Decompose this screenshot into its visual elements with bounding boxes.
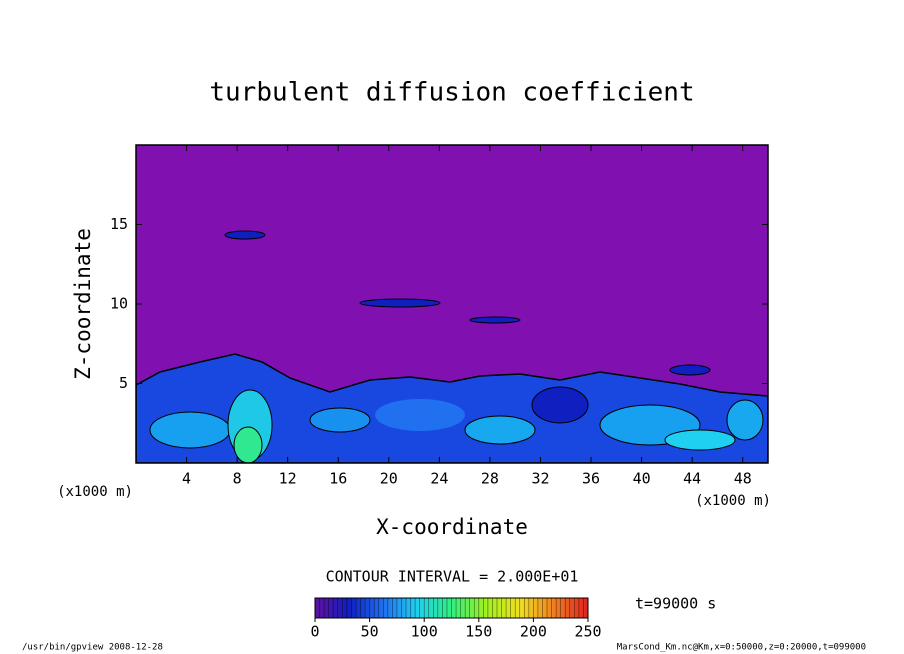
x-tick-label: 20 xyxy=(380,470,398,488)
y-tick-label: 5 xyxy=(119,374,128,392)
y-tick-label: 15 xyxy=(110,215,128,233)
footer-right: MarsCond_Km.nc@Km,x=0:50000,z=0:20000,t=… xyxy=(617,643,866,653)
x-tick-label: 40 xyxy=(633,470,651,488)
x-tick-label: 28 xyxy=(481,470,499,488)
x-unit-label: (x1000 m) xyxy=(695,493,771,509)
time-label: t=99000 s xyxy=(635,595,716,613)
colorbar-tick-label: 0 xyxy=(310,623,319,641)
contour-interval: CONTOUR INTERVAL = 2.000E+01 xyxy=(326,568,579,586)
x-tick-label: 32 xyxy=(531,470,549,488)
footer-left: /usr/bin/gpview 2008-12-28 xyxy=(22,643,163,653)
chart-title: turbulent diffusion coefficient xyxy=(209,78,694,108)
x-axis-label: X-coordinate xyxy=(376,515,528,539)
x-tick-label: 16 xyxy=(329,470,347,488)
field-structures xyxy=(136,230,768,463)
y-axis-label: Z-coordinate xyxy=(71,228,95,380)
x-tick-label: 4 xyxy=(182,470,191,488)
x-tick-label: 44 xyxy=(683,470,701,488)
colorbar-tick-label: 100 xyxy=(411,623,438,641)
x-tick-label: 8 xyxy=(233,470,242,488)
x-unit-label: (x1000 m) xyxy=(57,484,133,500)
x-tick-label: 24 xyxy=(430,470,448,488)
x-tick-label: 36 xyxy=(582,470,600,488)
x-tick-label: 48 xyxy=(734,470,752,488)
colorbar-tick-label: 200 xyxy=(520,623,547,641)
colorbar-tick-label: 150 xyxy=(465,623,492,641)
colorbar-tick-label: 50 xyxy=(361,623,379,641)
colorbar-tick-label: 250 xyxy=(574,623,601,641)
y-tick-label: 10 xyxy=(110,295,128,313)
x-tick-label: 12 xyxy=(279,470,297,488)
